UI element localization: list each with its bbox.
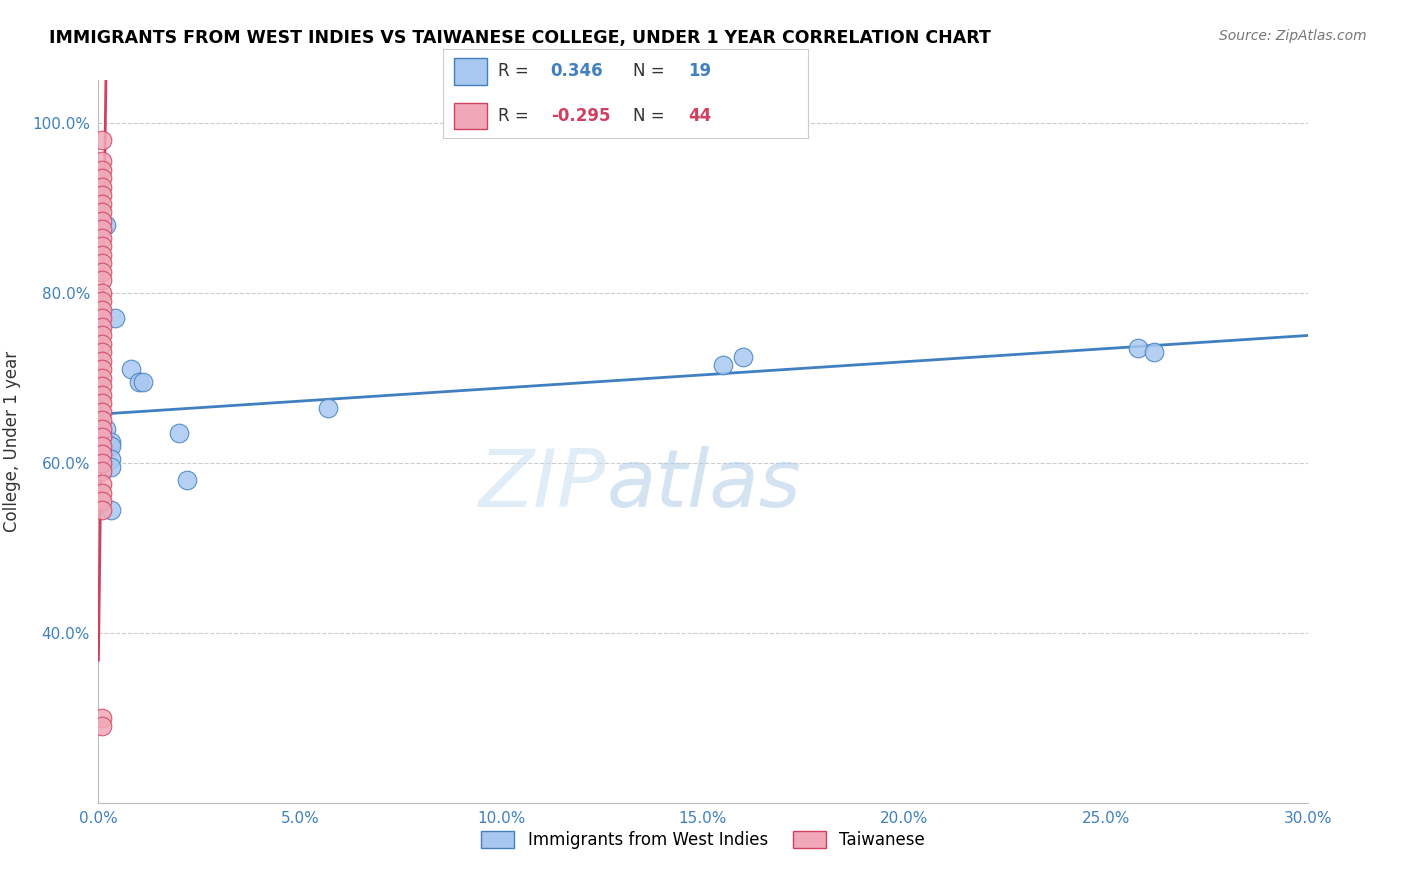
- Text: 0.346: 0.346: [551, 62, 603, 80]
- Point: [91, 371, 114, 385]
- Point: [733, 350, 755, 364]
- Point: [100, 434, 122, 449]
- Text: N =: N =: [633, 107, 669, 125]
- Point: [132, 375, 155, 389]
- Point: [96, 218, 118, 232]
- Point: [91, 456, 114, 470]
- Point: [100, 439, 122, 453]
- Point: [91, 179, 114, 194]
- Text: -0.295: -0.295: [551, 107, 610, 125]
- Point: [91, 311, 114, 326]
- Point: [316, 401, 339, 415]
- Legend: Immigrants from West Indies, Taiwanese: Immigrants from West Indies, Taiwanese: [474, 824, 932, 856]
- Point: [91, 230, 114, 244]
- Point: [96, 422, 118, 436]
- Point: [91, 256, 114, 270]
- Point: [91, 328, 114, 343]
- Point: [91, 273, 114, 287]
- Point: [91, 477, 114, 491]
- Point: [91, 294, 114, 309]
- Point: [91, 222, 114, 236]
- Text: R =: R =: [498, 107, 534, 125]
- Point: [91, 711, 114, 725]
- Point: [91, 439, 114, 453]
- Point: [100, 502, 122, 516]
- Y-axis label: College, Under 1 year: College, Under 1 year: [3, 351, 21, 533]
- Point: [91, 413, 114, 427]
- Point: [91, 162, 114, 177]
- Point: [91, 719, 114, 733]
- Point: [91, 430, 114, 444]
- Point: [1143, 345, 1166, 359]
- Point: [91, 188, 114, 202]
- Point: [91, 362, 114, 376]
- Point: [91, 405, 114, 419]
- Point: [1128, 341, 1150, 355]
- Point: [91, 336, 114, 351]
- Text: 44: 44: [688, 107, 711, 125]
- Point: [96, 434, 118, 449]
- Point: [91, 133, 114, 147]
- Point: [91, 464, 114, 478]
- Point: [91, 422, 114, 436]
- Point: [91, 494, 114, 508]
- Point: [91, 353, 114, 368]
- Point: [91, 345, 114, 359]
- Point: [91, 196, 114, 211]
- Point: [91, 239, 114, 253]
- Point: [91, 264, 114, 278]
- Point: [128, 375, 150, 389]
- Point: [91, 447, 114, 461]
- Point: [91, 154, 114, 169]
- Point: [91, 205, 114, 219]
- Point: [711, 358, 734, 372]
- Point: [91, 388, 114, 402]
- Text: IMMIGRANTS FROM WEST INDIES VS TAIWANESE COLLEGE, UNDER 1 YEAR CORRELATION CHART: IMMIGRANTS FROM WEST INDIES VS TAIWANESE…: [49, 29, 991, 46]
- Point: [103, 311, 125, 326]
- Point: [100, 451, 122, 466]
- Point: [91, 502, 114, 516]
- Text: Source: ZipAtlas.com: Source: ZipAtlas.com: [1219, 29, 1367, 43]
- Text: ZIP: ZIP: [479, 446, 606, 524]
- Text: N =: N =: [633, 62, 669, 80]
- Bar: [454, 103, 486, 129]
- Point: [91, 213, 114, 227]
- Point: [91, 285, 114, 300]
- Point: [120, 362, 142, 376]
- Point: [100, 460, 122, 475]
- Point: [91, 319, 114, 334]
- Text: R =: R =: [498, 62, 534, 80]
- Point: [91, 485, 114, 500]
- Point: [91, 302, 114, 317]
- Bar: [454, 58, 486, 85]
- Point: [91, 396, 114, 410]
- Text: atlas: atlas: [606, 446, 801, 524]
- Point: [167, 425, 190, 440]
- Text: 19: 19: [688, 62, 711, 80]
- Point: [91, 247, 114, 261]
- Point: [176, 473, 198, 487]
- Point: [91, 379, 114, 393]
- Point: [91, 171, 114, 186]
